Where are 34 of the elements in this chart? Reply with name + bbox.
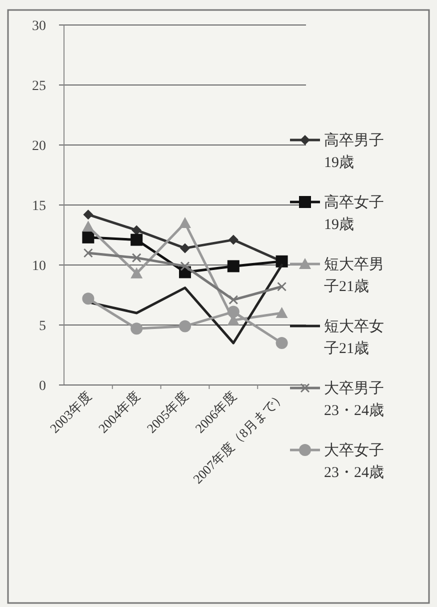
point	[82, 220, 94, 232]
point	[227, 260, 240, 272]
point	[228, 295, 238, 305]
point	[83, 210, 94, 220]
point	[276, 307, 288, 318]
y-tick-label: 5	[39, 319, 46, 334]
point	[276, 337, 288, 349]
point	[277, 282, 287, 292]
point	[130, 234, 143, 246]
point	[180, 261, 190, 271]
legend-label: 大卒女子23・24歳	[324, 442, 384, 481]
y-tick-label: 20	[32, 139, 46, 154]
point	[228, 234, 238, 245]
point	[132, 253, 142, 263]
point	[180, 243, 190, 254]
point	[82, 292, 94, 305]
legend-label: 大卒男子23・24歳	[324, 380, 384, 419]
point	[227, 306, 240, 318]
legend-label: 短大卒女子21歳	[324, 318, 384, 357]
y-tick-label: 0	[39, 379, 46, 394]
point	[130, 322, 143, 335]
point	[130, 267, 143, 278]
y-tick-label: 15	[32, 199, 46, 214]
point	[83, 248, 93, 258]
point	[179, 320, 191, 332]
y-tick-label: 10	[32, 259, 46, 274]
point	[132, 225, 142, 236]
legend-label: 高卒男子19歳	[324, 132, 384, 171]
y-tick-label: 30	[32, 19, 46, 34]
y-tick-label: 25	[32, 79, 46, 94]
legend-label: 短大卒男子21歳	[324, 256, 384, 295]
legend-label: 高卒女子19歳	[324, 194, 384, 233]
point	[82, 231, 94, 244]
point	[179, 217, 191, 228]
